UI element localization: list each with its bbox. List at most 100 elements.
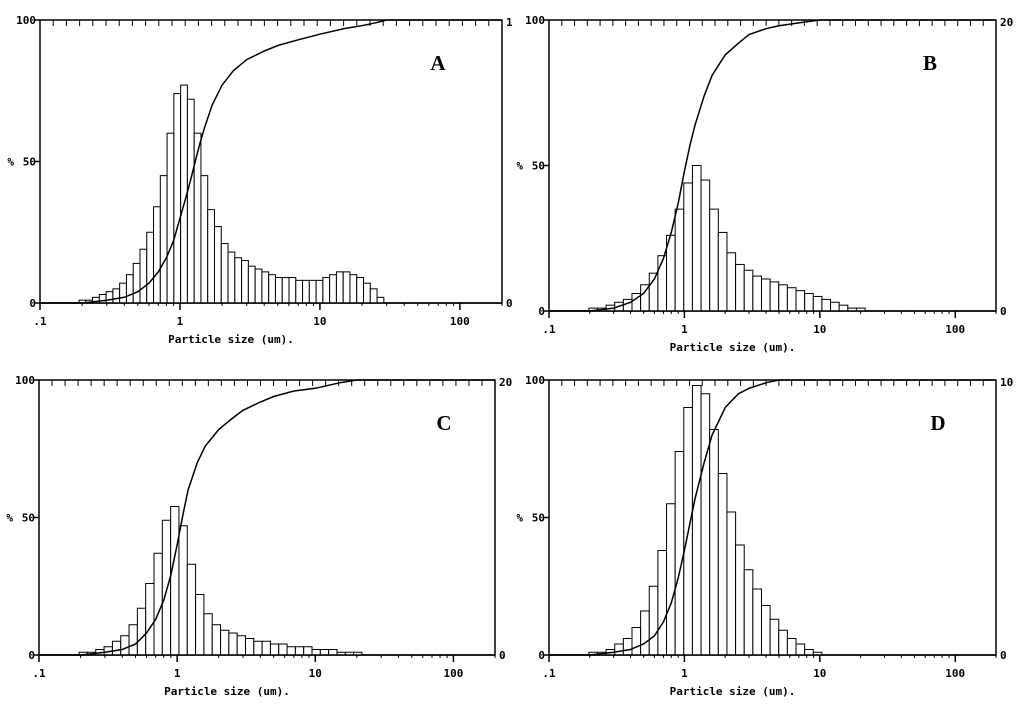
histogram-bar [726, 511, 737, 656]
histogram-bar [735, 544, 745, 656]
y-tick-label: 50 [532, 160, 545, 173]
histogram-bar [821, 298, 832, 312]
histogram-bar [186, 98, 195, 304]
x-tick-label: 100 [945, 323, 965, 336]
histogram-bar [195, 594, 205, 656]
histogram-bar [111, 640, 122, 656]
x-tick-label: .1 [33, 315, 47, 328]
histogram-bar [295, 279, 304, 304]
histogram-bar [743, 269, 754, 312]
x-axis-label: Particle size (um). [670, 685, 796, 698]
panel-c: C .1 1 10 100 0 50 100% 20 0 Particle size (um). [6, 374, 512, 698]
histogram-bar [786, 638, 797, 656]
histogram-bar [278, 643, 288, 656]
histogram-bar [105, 291, 114, 304]
x-axis-label: Particle size (um). [168, 333, 294, 346]
y2-tick-label: 1 [506, 16, 513, 29]
histogram-bar [743, 569, 754, 656]
histogram-bar [335, 271, 344, 304]
histogram-bar [717, 231, 728, 312]
histogram-bar [674, 208, 685, 312]
y-tick-label: 50 [532, 512, 545, 525]
histogram-bar [786, 287, 797, 312]
y-tick-label: 100 [525, 14, 545, 27]
histogram-bar [308, 279, 317, 304]
x-tick-label: 10 [813, 667, 826, 680]
histogram-bar [261, 640, 271, 656]
histogram-bar [261, 271, 270, 304]
histogram-bar [244, 638, 255, 656]
histogram-bar [760, 278, 771, 312]
histogram-bar [328, 649, 338, 656]
y-tick-label: 0 [538, 305, 545, 318]
panel-letter: A [430, 51, 446, 75]
histogram-bar [319, 649, 330, 656]
histogram-bar [281, 277, 290, 304]
histogram-bar [274, 277, 283, 304]
histogram-bar [220, 243, 229, 304]
x-tick-label: 1 [681, 323, 688, 336]
histogram-bar [286, 646, 296, 656]
histogram-bar [161, 519, 172, 656]
histogram-bar [356, 277, 365, 304]
histogram-bar [795, 290, 806, 312]
histogram-bar [752, 275, 762, 312]
panel-letter: D [930, 411, 945, 435]
histogram-bar [648, 585, 659, 656]
y-tick-label: 50 [22, 512, 35, 525]
histogram-bar [674, 451, 685, 656]
histogram-bar [220, 629, 230, 656]
histogram-bar [349, 274, 358, 304]
histogram-bar [241, 260, 249, 304]
y-tick-label: 100 [16, 14, 36, 27]
histogram-bar [657, 550, 668, 656]
histogram-bar [186, 563, 197, 656]
histogram-bar [159, 175, 168, 304]
histogram-bar [769, 281, 780, 312]
histogram-bar [207, 209, 215, 304]
histogram-bar [322, 277, 331, 304]
y-axis-label: % [516, 512, 523, 525]
panel-letter: B [923, 51, 937, 75]
x-tick-label: 10 [313, 315, 326, 328]
histogram-bar [691, 385, 702, 656]
histogram-bar [228, 632, 238, 656]
histogram-bar [631, 627, 642, 656]
y2-tick-label: 0 [1000, 305, 1007, 318]
y2-tick-label: 20 [1000, 16, 1013, 29]
histogram-bar [173, 93, 182, 304]
histogram-bar [666, 503, 676, 656]
histogram-bar [128, 624, 138, 656]
x-tick-label: 1 [174, 667, 181, 680]
histogram-bar [145, 583, 155, 656]
histogram-bar [294, 646, 305, 656]
histogram-bar [120, 635, 130, 656]
y2-tick-label: 0 [506, 297, 513, 310]
histogram-bar [315, 279, 324, 304]
histogram-bar [227, 251, 236, 304]
histogram-bar [98, 294, 107, 304]
histogram-bar [302, 279, 310, 304]
histogram-bar [717, 473, 728, 656]
histogram-bar [329, 274, 337, 304]
histogram-bar [153, 552, 163, 656]
histogram-bar [752, 588, 762, 656]
y2-tick-label: 0 [1000, 649, 1007, 662]
y2-tick-label: 10 [1000, 376, 1013, 389]
y-tick-label: 0 [29, 297, 36, 310]
histogram-bar [838, 304, 849, 312]
x-tick-label: 100 [443, 667, 463, 680]
cumulative-line [39, 379, 495, 656]
histogram-bar [303, 646, 313, 656]
y-tick-label: 50 [23, 156, 36, 169]
histogram-bar [369, 288, 378, 304]
x-tick-label: 100 [945, 667, 965, 680]
histogram-bar [804, 293, 814, 312]
histogram-bar [178, 525, 188, 656]
y2-tick-label: 0 [499, 649, 506, 662]
histogram-bar [170, 506, 180, 656]
histogram-bar [146, 231, 155, 304]
histogram-bar [735, 263, 745, 312]
histogram-bar [125, 274, 134, 304]
histogram-bar [666, 234, 676, 312]
